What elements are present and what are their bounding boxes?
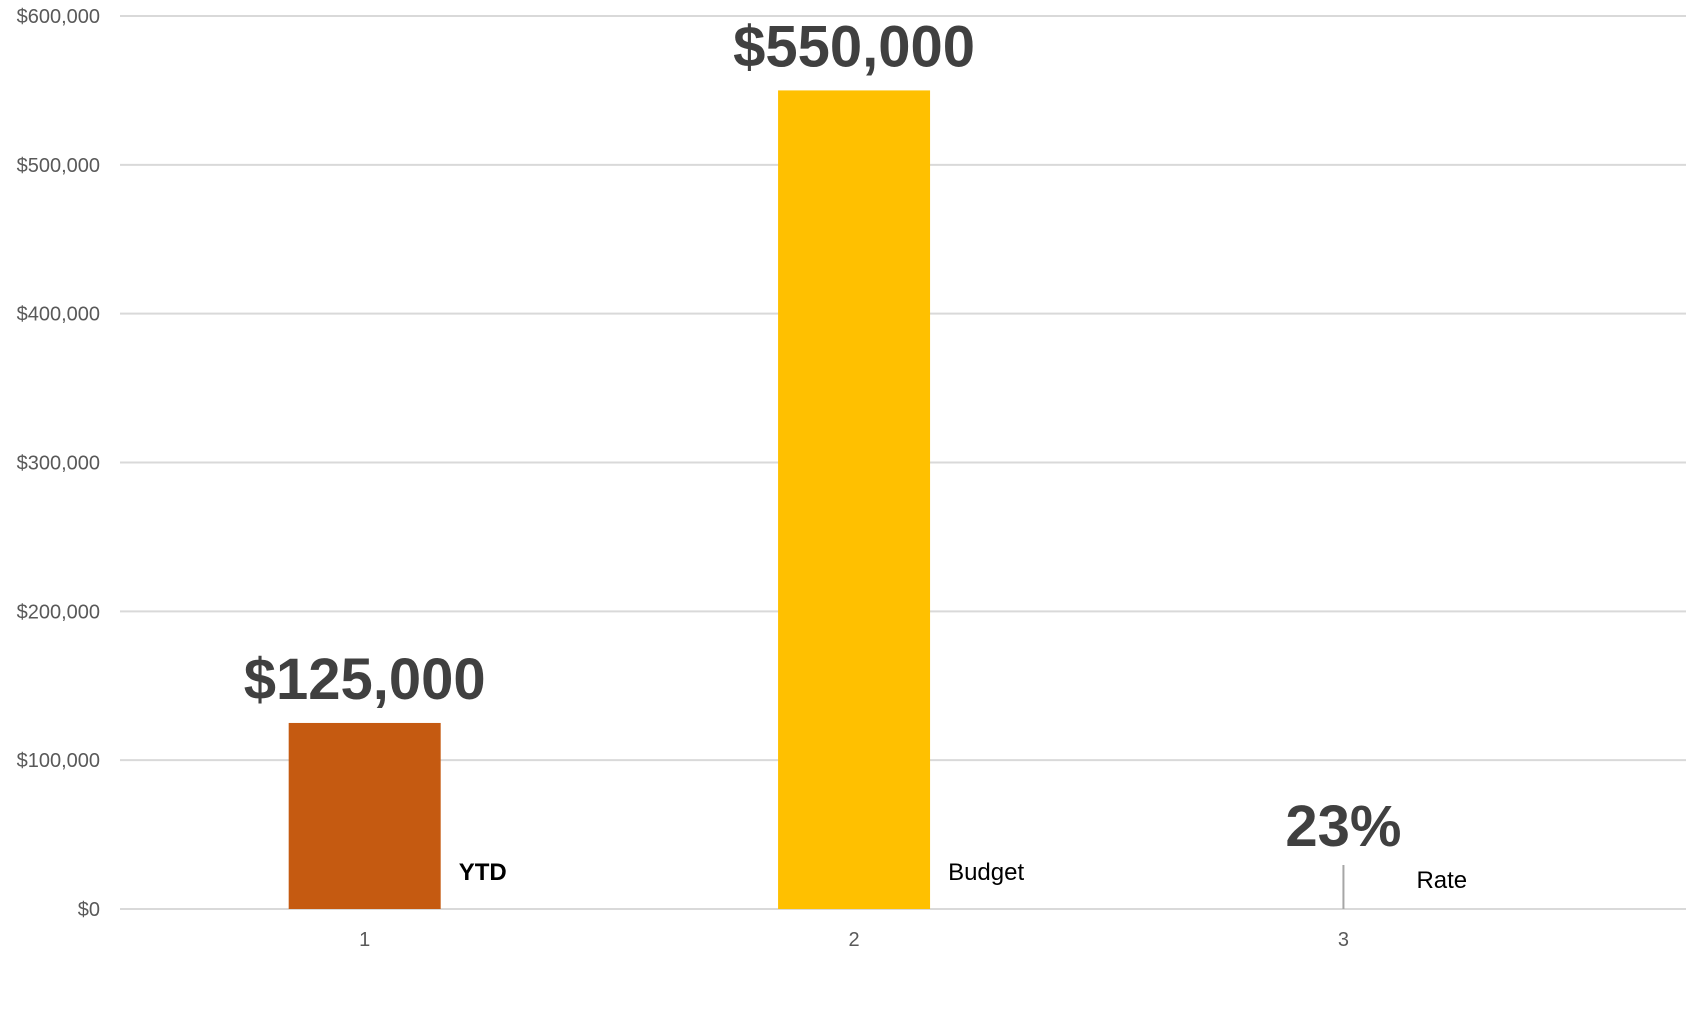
data-label-rate: 23% — [1285, 794, 1401, 859]
category-label-ytd: YTD — [459, 859, 507, 886]
data-label-ytd: $125,000 — [244, 647, 486, 712]
category-labels: YTD Budget Rate — [459, 859, 1467, 894]
bar-ytd — [288, 722, 441, 909]
y-tick-label: $300,000 — [17, 453, 100, 475]
y-axis-tick-labels: $0 $100,000 $200,000 $300,000 $400,000 $500,0… — [17, 6, 100, 921]
category-label-rate: Rate — [1416, 867, 1467, 894]
bars — [288, 90, 1345, 909]
data-label-budget: $550,000 — [733, 14, 975, 79]
y-tick-label: $0 — [78, 899, 100, 921]
y-tick-label: $400,000 — [17, 304, 100, 326]
x-tick-label: 3 — [1338, 929, 1349, 951]
bar-budget — [778, 90, 931, 909]
data-labels: $125,000 $550,000 23% — [244, 14, 1402, 859]
category-label-budget: Budget — [948, 859, 1024, 886]
x-tick-label: 1 — [359, 929, 370, 951]
x-axis-tick-labels: 1 2 3 — [359, 929, 1349, 951]
y-tick-label: $200,000 — [17, 601, 100, 623]
y-tick-label: $500,000 — [17, 155, 100, 177]
y-tick-label: $100,000 — [17, 750, 100, 772]
x-tick-label: 2 — [849, 929, 860, 951]
y-tick-label: $600,000 — [17, 6, 100, 28]
